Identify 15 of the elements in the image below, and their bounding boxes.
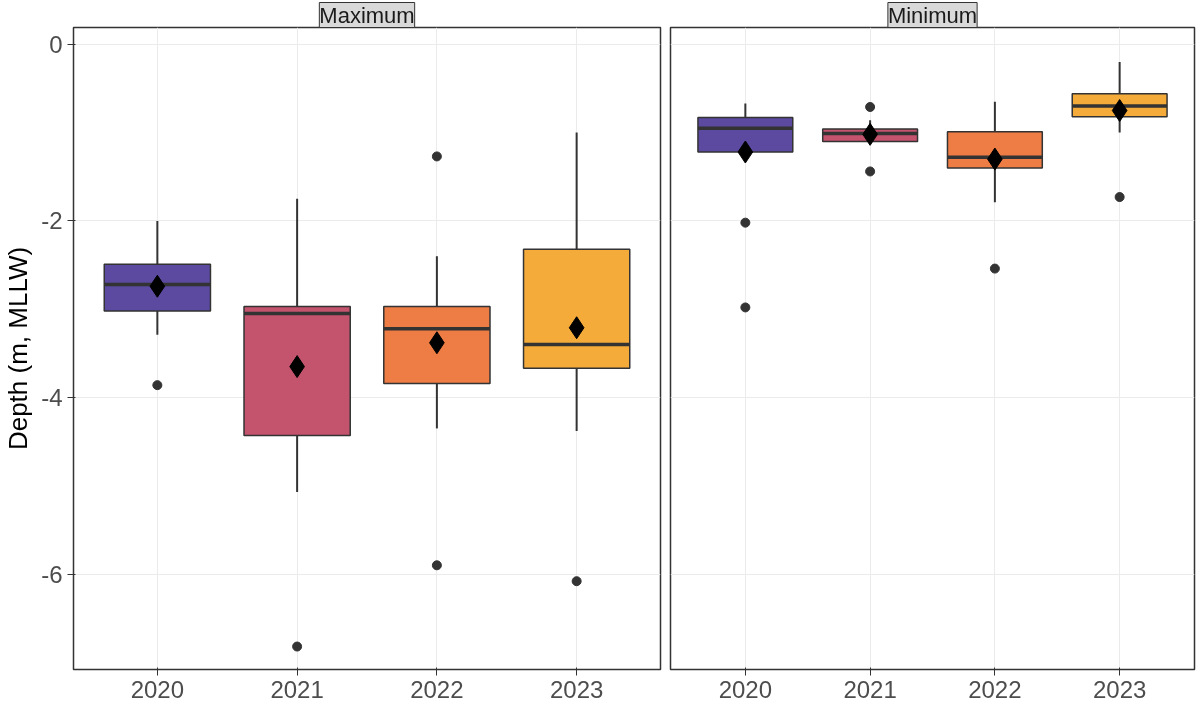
- x-tick-label: 2021: [270, 675, 324, 703]
- x-tick-label: 2020: [718, 675, 773, 703]
- y-tick-label: 0: [49, 30, 63, 58]
- x-tick-label: 2022: [410, 675, 464, 703]
- x-tick-label: 2023: [1092, 675, 1147, 703]
- y-tick-label: -4: [41, 384, 63, 412]
- x-tick-label: 2023: [549, 675, 604, 703]
- chart-title: Minimum: [887, 2, 978, 28]
- chart-title: Maximum: [319, 2, 415, 28]
- y-tick-label: -6: [41, 560, 63, 588]
- x-tick-label: 2020: [130, 675, 185, 703]
- y-axis-title: Depth (m, MLLW): [3, 246, 34, 451]
- x-tick-label: 2022: [968, 675, 1022, 703]
- y-tick-label: -2: [41, 207, 63, 235]
- x-tick-label: 2021: [843, 675, 897, 703]
